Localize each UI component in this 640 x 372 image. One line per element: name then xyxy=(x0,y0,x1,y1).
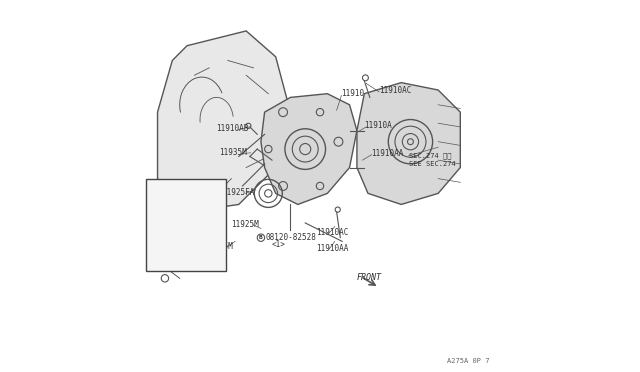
Text: SEC.274 参照: SEC.274 参照 xyxy=(410,153,452,159)
Text: 11932: 11932 xyxy=(176,203,197,209)
Text: 11910: 11910 xyxy=(341,89,365,98)
Bar xyxy=(147,179,226,271)
Text: 11910A: 11910A xyxy=(364,121,392,130)
Text: 11925F: 11925F xyxy=(154,256,179,262)
Text: 11929: 11929 xyxy=(148,232,169,238)
PathPatch shape xyxy=(157,31,291,212)
Text: 11910AA: 11910AA xyxy=(371,149,403,158)
Text: SEE SEC.274: SEE SEC.274 xyxy=(410,161,456,167)
Text: FRONT: FRONT xyxy=(357,273,382,282)
Text: 11910AA: 11910AA xyxy=(316,244,349,253)
Text: 11925FA: 11925FA xyxy=(223,188,255,197)
PathPatch shape xyxy=(357,83,460,205)
Text: 11925M: 11925M xyxy=(205,242,232,251)
PathPatch shape xyxy=(261,94,357,205)
Text: 11926: 11926 xyxy=(187,225,209,231)
Text: 11925G: 11925G xyxy=(176,193,202,199)
Text: 08120-82528: 08120-82528 xyxy=(266,233,316,242)
Text: 11927: 11927 xyxy=(161,212,182,218)
Text: A275A 0P 7: A275A 0P 7 xyxy=(447,358,490,364)
Text: 11910AC: 11910AC xyxy=(379,86,412,94)
Text: 11925M: 11925M xyxy=(230,219,259,228)
Text: <1>: <1> xyxy=(272,240,286,249)
Text: B: B xyxy=(259,235,263,240)
Text: 11910AC: 11910AC xyxy=(316,228,349,237)
Text: 11910AB: 11910AB xyxy=(216,124,248,133)
Text: 11935M: 11935M xyxy=(220,148,247,157)
